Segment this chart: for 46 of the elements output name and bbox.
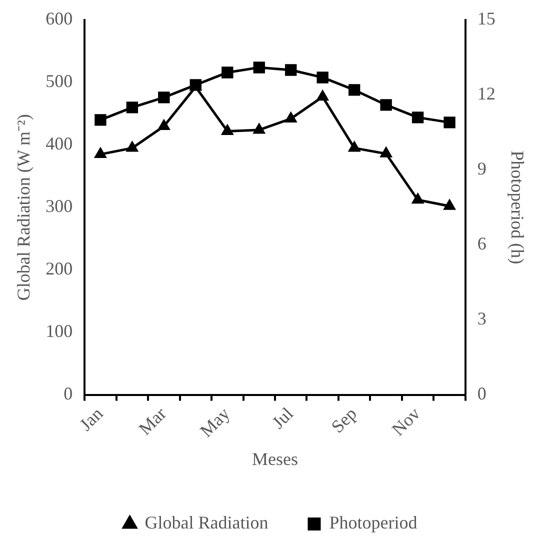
legend-label: Global Radiation <box>144 512 268 533</box>
y2-tick-label: 6 <box>477 234 486 254</box>
y-tick-label: 400 <box>46 134 73 154</box>
x-tick-label: Sep <box>327 403 361 437</box>
point <box>222 124 233 135</box>
point <box>444 116 456 128</box>
point <box>412 194 424 204</box>
x-tick-label: May <box>196 403 234 441</box>
point <box>94 114 106 126</box>
x-tick-label: Nov <box>388 403 424 440</box>
y2-tick-label: 9 <box>477 158 486 179</box>
point <box>254 124 265 134</box>
x-tick-label: Jan <box>76 403 107 435</box>
point <box>380 147 392 158</box>
y-tick-label: 600 <box>46 8 73 29</box>
point <box>348 142 360 152</box>
point <box>94 148 106 158</box>
y-tick-label: 200 <box>46 258 73 279</box>
point <box>253 62 265 74</box>
x-axis-title: Meses <box>252 448 298 469</box>
legend-label: Photoperiod <box>329 512 418 533</box>
y-tick-label: 0 <box>64 384 73 404</box>
x-tick-label: Mar <box>134 403 170 439</box>
point <box>348 84 360 96</box>
point <box>380 99 392 111</box>
point <box>317 90 328 101</box>
y-tick-label: 500 <box>46 71 73 92</box>
point <box>285 64 297 76</box>
point <box>444 200 456 210</box>
y2-tick-label: 3 <box>477 308 486 329</box>
point <box>158 92 170 104</box>
y2-tick-label: 12 <box>477 84 496 104</box>
y2-tick-label: 0 <box>477 384 486 404</box>
point <box>316 72 328 84</box>
y-axis-title: Global Radiation (W m⁻²) <box>14 114 34 301</box>
point <box>158 120 170 130</box>
y-tick-label: 100 <box>46 321 73 342</box>
point <box>222 66 234 78</box>
x-tick-label: Jul <box>268 403 298 432</box>
point <box>126 102 138 114</box>
y-tick-label: 300 <box>46 196 73 216</box>
y2-tick-label: 15 <box>477 8 496 29</box>
y2-axis-title: Photoperiod (h) <box>507 150 528 264</box>
point <box>126 142 138 152</box>
point <box>412 112 424 124</box>
point <box>285 112 296 122</box>
